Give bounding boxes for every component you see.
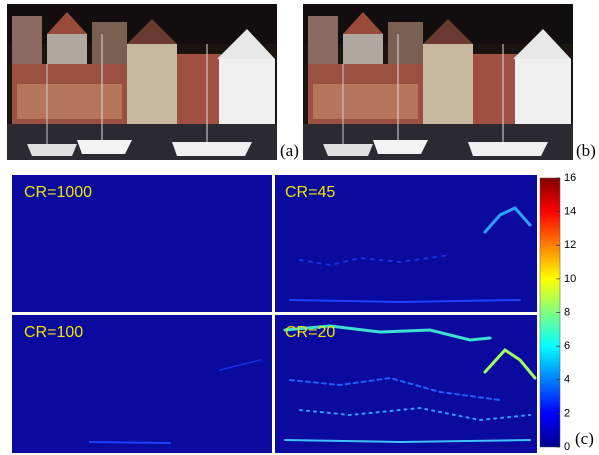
colorbar-tick-label: 6 [564, 340, 570, 352]
label-a: (a) [280, 141, 299, 160]
map-label: CR=20 [285, 324, 335, 341]
colorbar-tick-label: 16 [564, 172, 576, 184]
photo-b [303, 4, 573, 160]
colorbar-tick-label: 4 [564, 374, 570, 386]
colorbar-tick-label: 10 [564, 273, 576, 285]
colorbar-tick-label: 14 [564, 206, 576, 218]
map-label: CR=100 [24, 324, 83, 341]
colorbar-tick-label: 8 [564, 306, 570, 318]
map-label: CR=1000 [24, 184, 92, 201]
photo-a [7, 4, 277, 160]
figure: (a) (b) CR=1000 CR=45 CR=100 CR=20 0 2 4 6 8… [0, 0, 599, 455]
colorbar-tick-label: 0 [564, 441, 570, 453]
colorbar-tick-label: 12 [564, 239, 576, 251]
label-b: (b) [576, 141, 596, 160]
map-label: CR=45 [285, 184, 335, 201]
label-c: (c) [575, 429, 594, 448]
colorbar-tick-label: 2 [564, 407, 570, 419]
